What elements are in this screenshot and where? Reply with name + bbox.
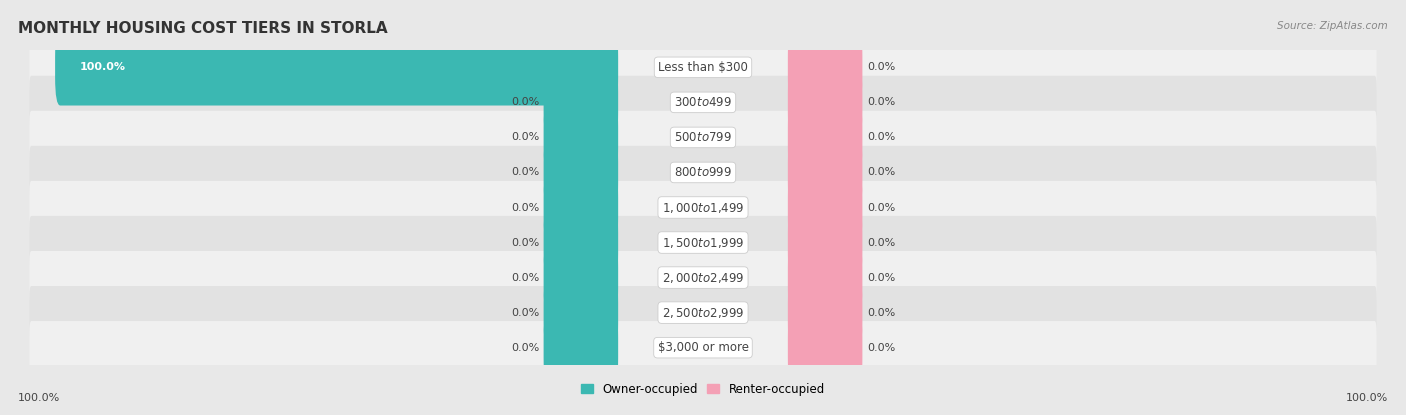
- FancyBboxPatch shape: [30, 111, 1376, 164]
- Text: 0.0%: 0.0%: [510, 98, 538, 107]
- Text: $2,000 to $2,499: $2,000 to $2,499: [662, 271, 744, 285]
- FancyBboxPatch shape: [787, 239, 862, 316]
- Text: 0.0%: 0.0%: [510, 168, 538, 178]
- Text: $1,500 to $1,999: $1,500 to $1,999: [662, 236, 744, 249]
- Text: $2,500 to $2,999: $2,500 to $2,999: [662, 305, 744, 320]
- FancyBboxPatch shape: [787, 64, 862, 141]
- Text: $1,000 to $1,499: $1,000 to $1,499: [662, 200, 744, 215]
- FancyBboxPatch shape: [544, 239, 619, 316]
- FancyBboxPatch shape: [544, 64, 619, 141]
- FancyBboxPatch shape: [544, 310, 619, 386]
- Text: 100.0%: 100.0%: [1346, 393, 1388, 403]
- FancyBboxPatch shape: [544, 134, 619, 211]
- Text: Less than $300: Less than $300: [658, 61, 748, 74]
- FancyBboxPatch shape: [544, 204, 619, 281]
- FancyBboxPatch shape: [30, 321, 1376, 374]
- Text: $800 to $999: $800 to $999: [673, 166, 733, 179]
- Text: 0.0%: 0.0%: [868, 62, 896, 72]
- FancyBboxPatch shape: [787, 274, 862, 351]
- Text: Source: ZipAtlas.com: Source: ZipAtlas.com: [1277, 21, 1388, 31]
- Text: 0.0%: 0.0%: [868, 132, 896, 142]
- Text: MONTHLY HOUSING COST TIERS IN STORLA: MONTHLY HOUSING COST TIERS IN STORLA: [18, 21, 388, 36]
- FancyBboxPatch shape: [30, 181, 1376, 234]
- Text: $3,000 or more: $3,000 or more: [658, 341, 748, 354]
- FancyBboxPatch shape: [787, 169, 862, 246]
- FancyBboxPatch shape: [30, 146, 1376, 199]
- FancyBboxPatch shape: [544, 274, 619, 351]
- Text: 0.0%: 0.0%: [868, 98, 896, 107]
- Text: 100.0%: 100.0%: [18, 393, 60, 403]
- Text: 0.0%: 0.0%: [510, 273, 538, 283]
- Text: $500 to $799: $500 to $799: [673, 131, 733, 144]
- FancyBboxPatch shape: [30, 76, 1376, 129]
- Legend: Owner-occupied, Renter-occupied: Owner-occupied, Renter-occupied: [576, 378, 830, 400]
- FancyBboxPatch shape: [787, 310, 862, 386]
- FancyBboxPatch shape: [30, 286, 1376, 339]
- FancyBboxPatch shape: [787, 99, 862, 176]
- Text: 0.0%: 0.0%: [510, 308, 538, 317]
- FancyBboxPatch shape: [30, 216, 1376, 269]
- Text: 0.0%: 0.0%: [868, 308, 896, 317]
- FancyBboxPatch shape: [544, 169, 619, 246]
- Text: $300 to $499: $300 to $499: [673, 96, 733, 109]
- FancyBboxPatch shape: [787, 29, 862, 105]
- FancyBboxPatch shape: [544, 99, 619, 176]
- Text: 0.0%: 0.0%: [510, 237, 538, 247]
- FancyBboxPatch shape: [55, 29, 619, 105]
- Text: 0.0%: 0.0%: [510, 203, 538, 212]
- Text: 100.0%: 100.0%: [80, 62, 125, 72]
- Text: 0.0%: 0.0%: [510, 343, 538, 353]
- Text: 0.0%: 0.0%: [868, 203, 896, 212]
- Text: 0.0%: 0.0%: [510, 132, 538, 142]
- Text: 0.0%: 0.0%: [868, 343, 896, 353]
- FancyBboxPatch shape: [30, 41, 1376, 94]
- Text: 0.0%: 0.0%: [868, 237, 896, 247]
- FancyBboxPatch shape: [787, 204, 862, 281]
- Text: 0.0%: 0.0%: [868, 273, 896, 283]
- FancyBboxPatch shape: [30, 251, 1376, 304]
- FancyBboxPatch shape: [787, 134, 862, 211]
- Text: 0.0%: 0.0%: [868, 168, 896, 178]
